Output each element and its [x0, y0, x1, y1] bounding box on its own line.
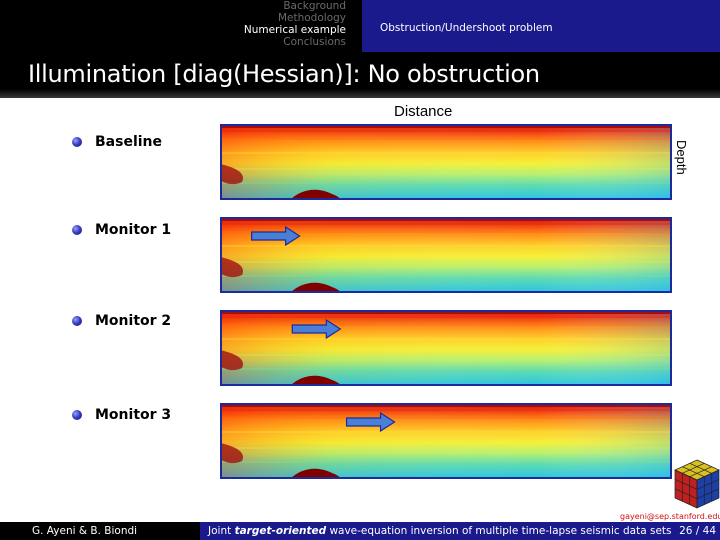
monitor-change-arrow	[251, 225, 301, 247]
layer-streak	[220, 168, 672, 170]
footer-authors: G. Ayeni & B. Biondi	[0, 522, 200, 540]
talk-title-pre: Joint	[208, 525, 235, 537]
footer-talk: Joint target-oriented wave-equation inve…	[200, 522, 720, 540]
layer-streak	[220, 275, 672, 277]
layer-streak	[220, 138, 672, 140]
layer-streak	[220, 231, 672, 233]
footer-talk-title: Joint target-oriented wave-equation inve…	[208, 522, 679, 540]
illumination-field-overlay	[220, 217, 672, 293]
section-nav: Background Methodology Numerical example…	[0, 0, 362, 52]
bullet-icon	[72, 410, 82, 420]
illumination-panel-monitor-3	[220, 403, 672, 479]
layer-streak	[220, 324, 672, 326]
layer-streak	[220, 461, 672, 463]
layer-streak	[220, 316, 672, 318]
layer-streak	[220, 130, 672, 132]
nav-section-numerical-example[interactable]: Numerical example	[243, 24, 346, 36]
contact-email[interactable]: gayeni@sep.stanford.edu	[620, 512, 720, 521]
monitor-change-arrow	[291, 318, 342, 340]
left-anomaly	[220, 164, 244, 185]
talk-title-emphasis: target-oriented	[234, 525, 327, 537]
left-anomaly	[220, 257, 244, 278]
layer-streak	[220, 338, 672, 340]
bullet-icon	[72, 225, 82, 235]
panel-border	[220, 124, 672, 200]
nav-section-conclusions[interactable]: Conclusions	[283, 36, 346, 48]
distance-axis-label: Distance	[394, 103, 453, 120]
panel-border	[220, 217, 672, 293]
layer-streak	[220, 368, 672, 370]
illumination-panel-monitor-2	[220, 310, 672, 386]
rubik-cube-logo	[674, 459, 720, 509]
illumination-field-overlay	[220, 124, 672, 200]
layer-streak	[220, 431, 672, 433]
layer-streak	[220, 409, 672, 411]
layer-streak	[220, 417, 672, 419]
talk-title-post: wave-equation inversion of multiple time…	[326, 525, 672, 537]
layer-streak	[220, 152, 672, 154]
left-anomaly	[220, 350, 244, 371]
depth-axis-label: Depth	[674, 140, 689, 175]
panel-border	[220, 403, 672, 479]
layer-streak	[220, 223, 672, 225]
bullet-icon	[72, 137, 82, 147]
bullet-baseline: Baseline	[72, 134, 162, 150]
page-number: 26 / 44	[679, 525, 716, 537]
reservoir-anomaly	[290, 282, 342, 293]
frame-title-bar: Illumination [diag(Hessian)]: No obstruc…	[0, 52, 720, 98]
layer-streak	[220, 245, 672, 247]
bullet-monitor-1: Monitor 1	[72, 222, 171, 238]
left-anomaly	[220, 443, 244, 464]
layer-streak	[220, 261, 672, 263]
bullet-label: Baseline	[95, 134, 163, 150]
illumination-field-overlay	[220, 310, 672, 386]
nav-subsection-obstruction[interactable]: Obstruction/Undershoot problem	[380, 22, 553, 34]
bullet-icon	[72, 316, 82, 326]
layer-streak	[220, 182, 672, 184]
reservoir-anomaly	[290, 189, 342, 200]
illumination-panel-baseline	[220, 124, 672, 200]
navigation-bar: Background Methodology Numerical example…	[0, 0, 720, 52]
bullet-monitor-2: Monitor 2	[72, 313, 171, 329]
panel-border	[220, 310, 672, 386]
subsection-nav: Obstruction/Undershoot problem	[362, 0, 720, 52]
nav-section-background[interactable]: Background	[283, 0, 346, 12]
reservoir-anomaly	[290, 375, 342, 386]
bullet-monitor-3: Monitor 3	[72, 407, 171, 423]
footer: G. Ayeni & B. Biondi Joint target-orient…	[0, 522, 720, 540]
illumination-field-overlay	[220, 403, 672, 479]
bullet-label: Monitor 3	[95, 407, 172, 423]
bullet-label: Monitor 1	[95, 222, 172, 238]
nav-section-methodology[interactable]: Methodology	[277, 12, 346, 24]
layer-streak	[220, 354, 672, 356]
bullet-label: Monitor 2	[95, 313, 172, 329]
reservoir-anomaly	[290, 468, 342, 479]
monitor-change-arrow	[345, 411, 396, 433]
frame-title: Illumination [diag(Hessian)]: No obstruc…	[28, 60, 540, 88]
illumination-panel-monitor-1	[220, 217, 672, 293]
layer-streak	[220, 447, 672, 449]
